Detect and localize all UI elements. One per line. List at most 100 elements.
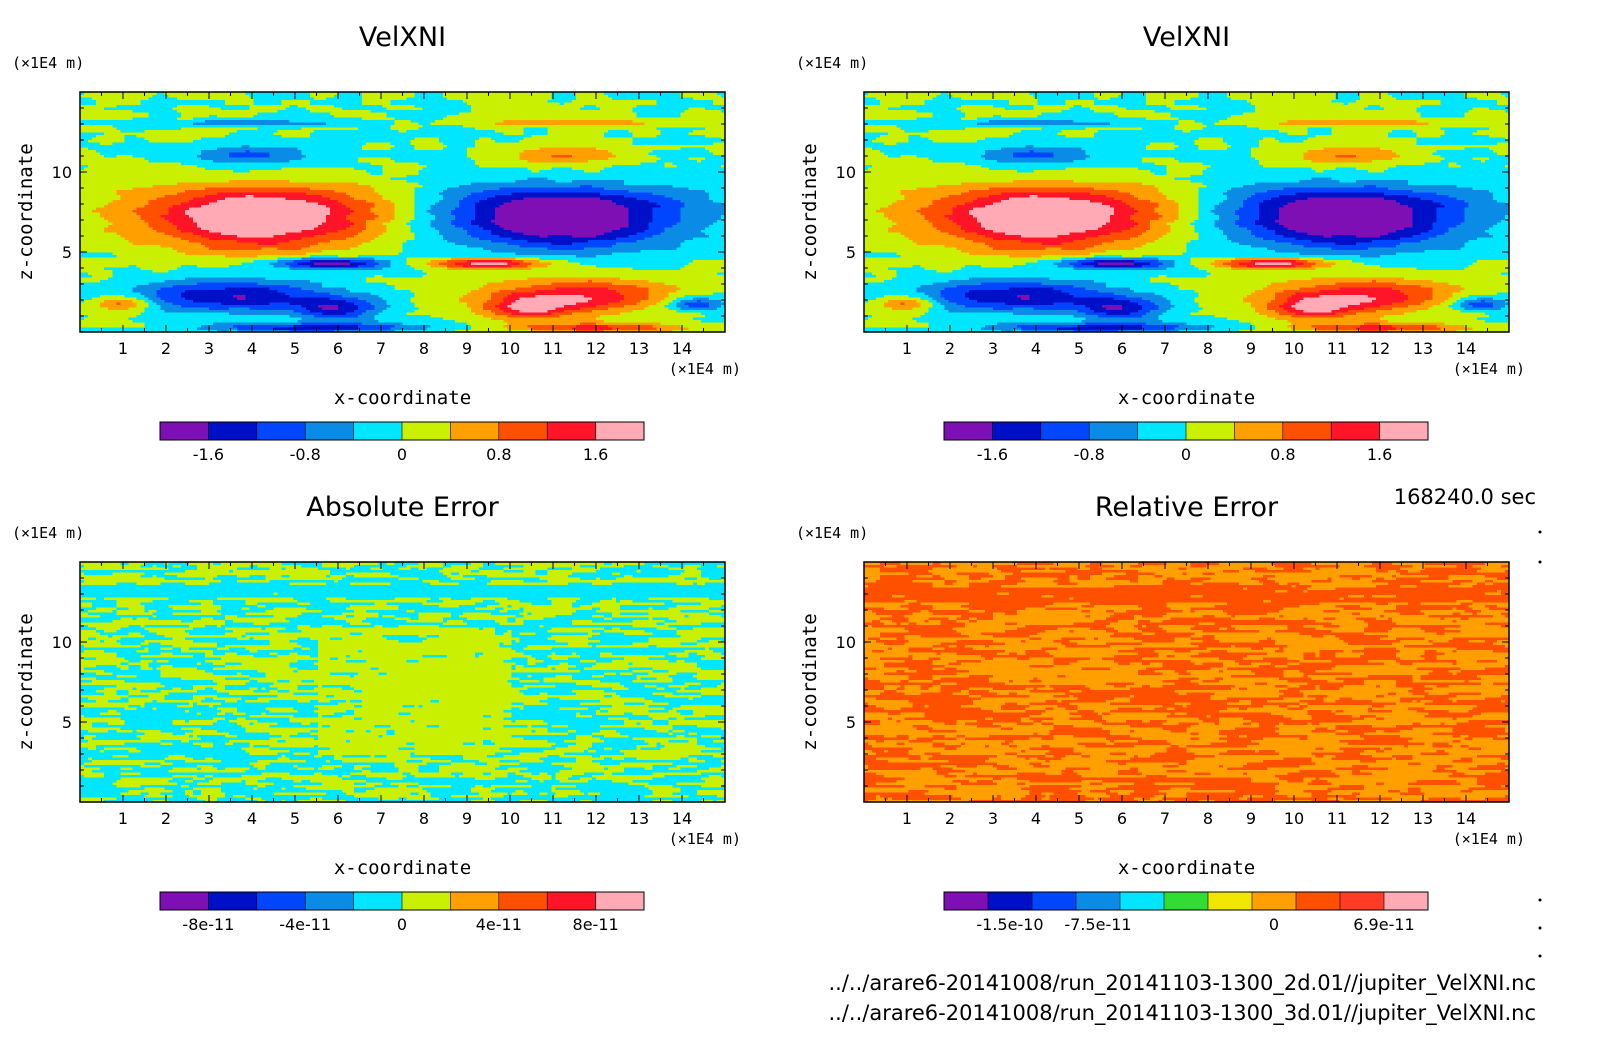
field-cell <box>1081 789 1091 793</box>
field-cell <box>325 97 363 101</box>
field-cell <box>1226 92 1337 96</box>
field-cell <box>1456 197 1494 201</box>
field-cell <box>1194 299 1244 303</box>
field-cell <box>160 307 210 311</box>
field-cell <box>555 747 589 751</box>
chart-title: VelXNI <box>359 22 446 53</box>
field-cell <box>511 667 516 671</box>
field-cell <box>261 627 267 631</box>
field-cell <box>600 314 706 318</box>
field-cell <box>184 297 238 301</box>
field-cell <box>1452 302 1462 306</box>
field-cell <box>80 659 129 663</box>
field-cell <box>1142 232 1167 236</box>
field-cell <box>864 139 873 143</box>
field-cell <box>644 307 670 311</box>
field-cell <box>217 712 226 716</box>
field-cell <box>1359 97 1397 101</box>
field-cell <box>434 214 456 218</box>
field-cell <box>1311 799 1341 803</box>
field-cell <box>1331 769 1353 773</box>
field-cell <box>265 767 299 771</box>
field-cell <box>192 789 202 793</box>
field-cell <box>80 232 117 236</box>
field-cell <box>1452 294 1470 298</box>
field-cell <box>192 122 327 126</box>
field-cell <box>346 217 375 221</box>
field-cell <box>1029 779 1083 783</box>
field-cell <box>716 92 726 96</box>
field-cell <box>309 254 339 258</box>
field-cell <box>321 194 351 198</box>
field-cell <box>394 562 420 566</box>
field-cell <box>648 297 666 301</box>
field-cell <box>160 297 186 301</box>
field-cell <box>225 99 254 103</box>
field-cell <box>676 764 698 768</box>
field-cell <box>716 307 726 311</box>
field-cell <box>140 217 166 221</box>
field-cell <box>1464 324 1510 328</box>
field-cell <box>519 244 613 248</box>
field-cell <box>253 654 279 658</box>
field-cell <box>342 202 375 206</box>
field-cell <box>394 764 420 768</box>
field-cell <box>868 92 942 96</box>
field-cell <box>864 109 918 113</box>
field-cell <box>997 794 1002 798</box>
field-cell <box>1150 797 1163 801</box>
field-cell <box>1198 207 1216 211</box>
field-cell <box>1105 312 1131 316</box>
field-cell <box>1113 212 1135 216</box>
field-cell <box>325 582 351 586</box>
field-cell <box>269 287 303 291</box>
field-cell <box>1150 199 1176 203</box>
field-cell <box>1061 242 1103 246</box>
field-cell <box>864 252 897 256</box>
field-cell <box>884 214 926 218</box>
field-cell <box>676 717 686 721</box>
field-cell <box>1416 132 1446 136</box>
field-cell <box>1287 279 1373 283</box>
field-cell <box>491 789 516 793</box>
field-cell <box>475 777 496 781</box>
field-cell <box>511 639 516 643</box>
field-cell <box>317 729 347 733</box>
x-tick-label: 9 <box>462 339 472 358</box>
field-cell <box>483 797 492 801</box>
field-cell <box>503 299 516 303</box>
field-cell <box>1335 167 1357 171</box>
field-cell <box>700 569 726 573</box>
field-cell <box>221 607 242 611</box>
field-cell <box>511 634 553 638</box>
field-cell <box>1363 784 1486 788</box>
field-cell <box>257 719 291 723</box>
field-cell <box>579 322 597 326</box>
field-cell <box>1210 209 1236 213</box>
field-cell <box>904 302 922 306</box>
field-cell <box>1335 262 1365 266</box>
field-cell <box>1101 224 1135 228</box>
field-cell <box>116 692 129 696</box>
field-cell <box>390 259 408 263</box>
field-cell <box>80 614 101 618</box>
field-cell <box>144 639 194 643</box>
field-cell <box>1279 212 1413 216</box>
field-cell <box>458 604 488 608</box>
field-cell <box>120 772 142 776</box>
field-cell <box>519 632 537 636</box>
field-cell <box>531 729 537 733</box>
field-cell <box>1279 122 1429 126</box>
field-cell <box>984 204 1111 208</box>
field-cell <box>80 697 89 701</box>
field-cell <box>495 777 533 781</box>
field-cell <box>1037 259 1063 263</box>
field-cell <box>1307 232 1389 236</box>
field-cell <box>184 252 307 256</box>
field-cell <box>1198 234 1228 238</box>
field-cell <box>386 282 488 286</box>
field-cell <box>1251 149 1309 153</box>
field-cell <box>539 147 597 151</box>
field-cell <box>394 617 412 621</box>
field-cell <box>1492 304 1506 308</box>
